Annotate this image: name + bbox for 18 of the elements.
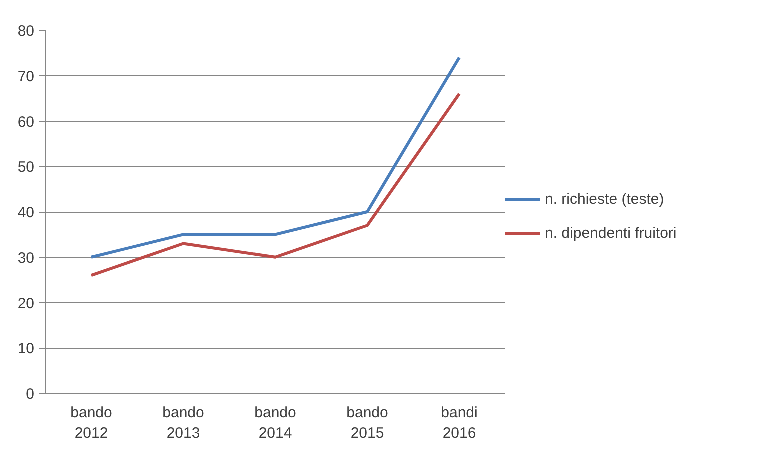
y-tick-label: 70 <box>18 68 35 86</box>
y-tick-label: 20 <box>18 295 35 312</box>
x-tick-label: bando 2012 <box>70 404 112 442</box>
legend-label: n. richieste (teste) <box>545 190 664 208</box>
line-series <box>90 56 461 259</box>
x-tick-label: bando 2015 <box>346 404 388 442</box>
y-tick-label: 80 <box>18 23 35 40</box>
y-tick-label: 30 <box>18 250 35 267</box>
y-tick-label: 10 <box>18 340 35 358</box>
y-tick-label: 50 <box>18 159 35 176</box>
x-tick-label: bando 2013 <box>162 404 204 442</box>
x-tick-label: bando 2014 <box>254 404 296 442</box>
legend-label: n. dipendenti fruitori <box>545 224 677 242</box>
y-tick-label: 0 <box>26 386 34 403</box>
y-tick-label: 60 <box>18 114 35 131</box>
x-tick-label: bandi 2016 <box>441 404 478 442</box>
line-series <box>90 92 461 278</box>
y-tick-label: 40 <box>18 204 35 222</box>
